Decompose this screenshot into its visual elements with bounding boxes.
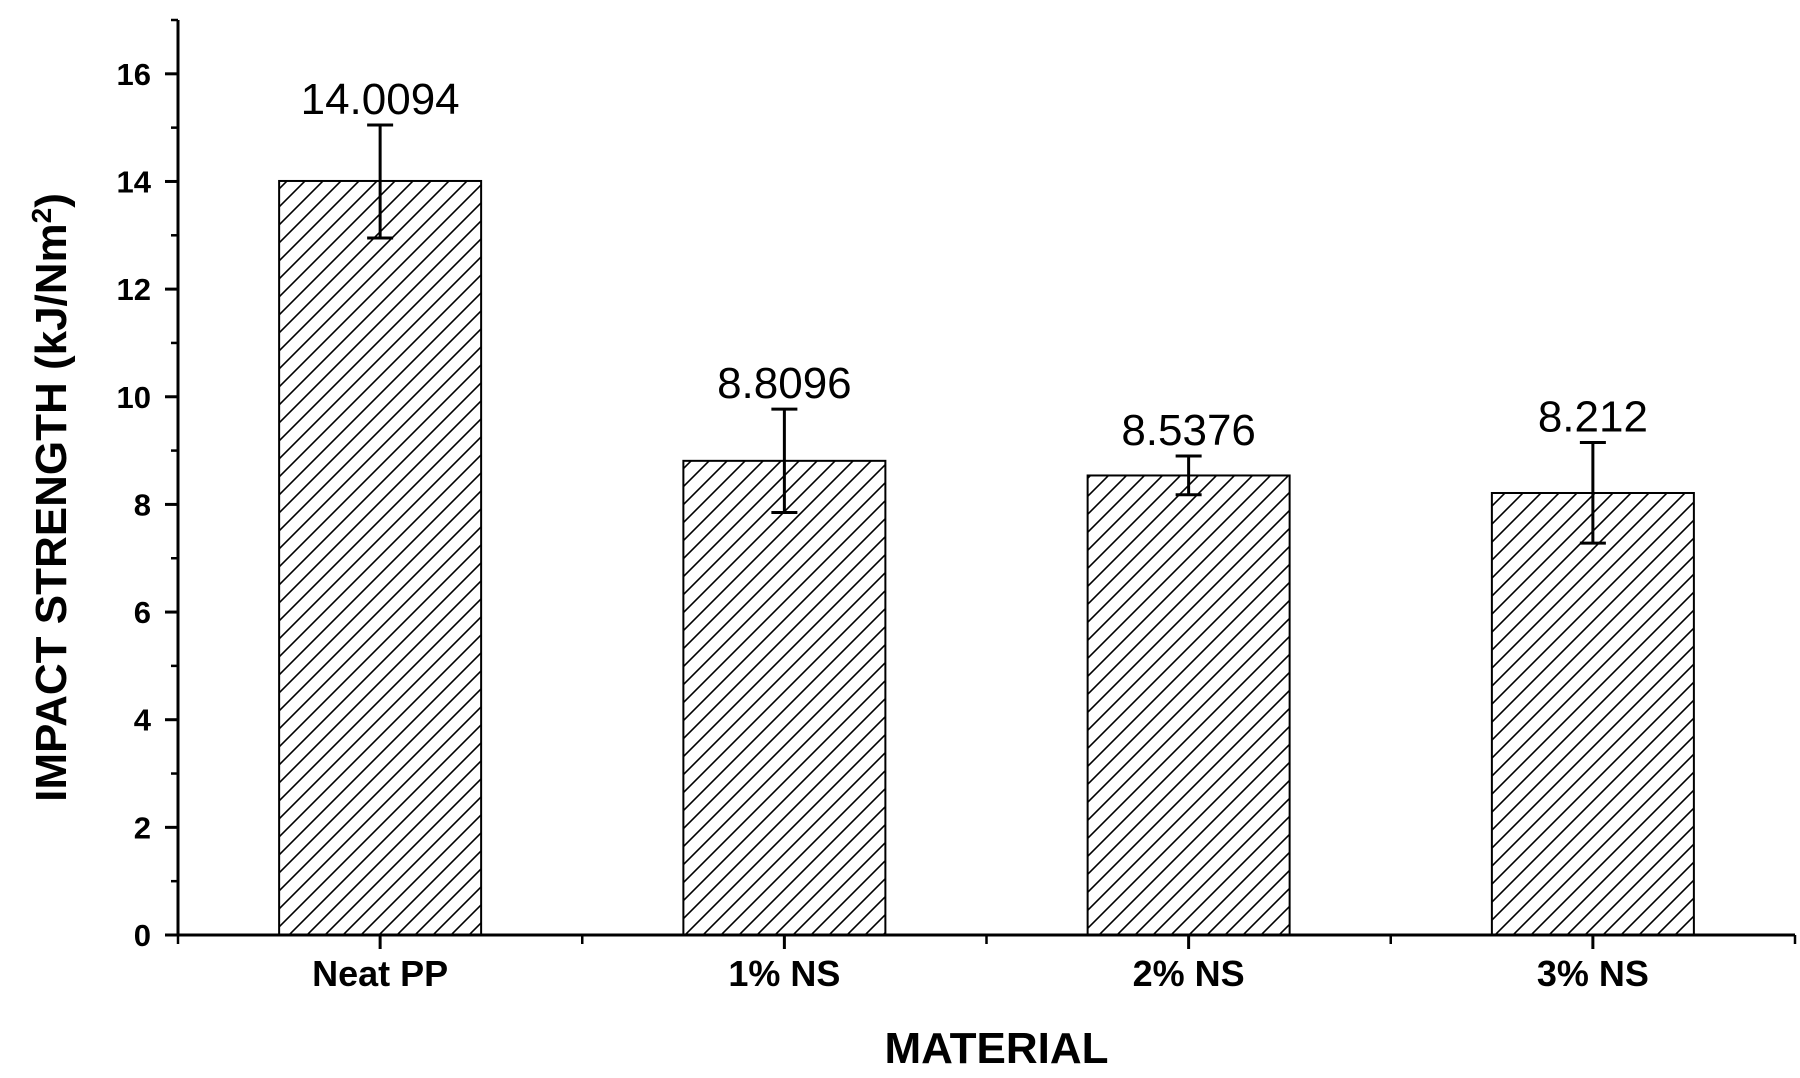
error-bar-3 [1579, 441, 1606, 545]
x-tick-label-2: 2% NS [1133, 953, 1245, 994]
x-tick-label-1: 1% NS [728, 953, 840, 994]
error-bar-1 [771, 407, 798, 514]
y-tick-label-6: 12 [117, 272, 151, 307]
error-bar-0 [367, 123, 394, 240]
y-tick-label-8: 16 [117, 57, 151, 92]
bar-2 [1086, 474, 1291, 936]
error-bars-layer [367, 123, 1606, 545]
x-tick-label-3: 3% NS [1537, 953, 1649, 994]
bars-layer [278, 179, 1695, 936]
bar-0 [278, 179, 483, 936]
y-axis-title: IMPACT STRENGTH (kJ/Nm2) [26, 193, 77, 802]
error-bar-2 [1175, 454, 1202, 497]
bar-1 [682, 459, 887, 936]
x-tick-label-0: Neat PP [312, 953, 448, 994]
bar-3 [1490, 492, 1695, 936]
data-label-0: 14.0094 [301, 75, 460, 124]
data-label-2: 8.5376 [1121, 406, 1256, 455]
y-tick-label-5: 10 [117, 380, 151, 415]
x-axis-title: MATERIAL [884, 1024, 1108, 1073]
y-tick-label-0: 0 [134, 918, 151, 953]
labels-layer: 14.0094 Neat PP 8.8096 1% NS 8.5376 2% NS 8.21… [117, 57, 1649, 994]
y-tick-label-2: 4 [134, 703, 152, 738]
y-tick-label-7: 14 [117, 164, 152, 199]
data-label-1: 8.8096 [717, 359, 852, 408]
axes-layer [165, 18, 1797, 949]
y-tick-label-1: 2 [134, 810, 151, 845]
y-tick-label-4: 8 [134, 487, 151, 522]
data-label-3: 8.212 [1538, 393, 1648, 442]
y-tick-label-3: 6 [134, 595, 151, 630]
